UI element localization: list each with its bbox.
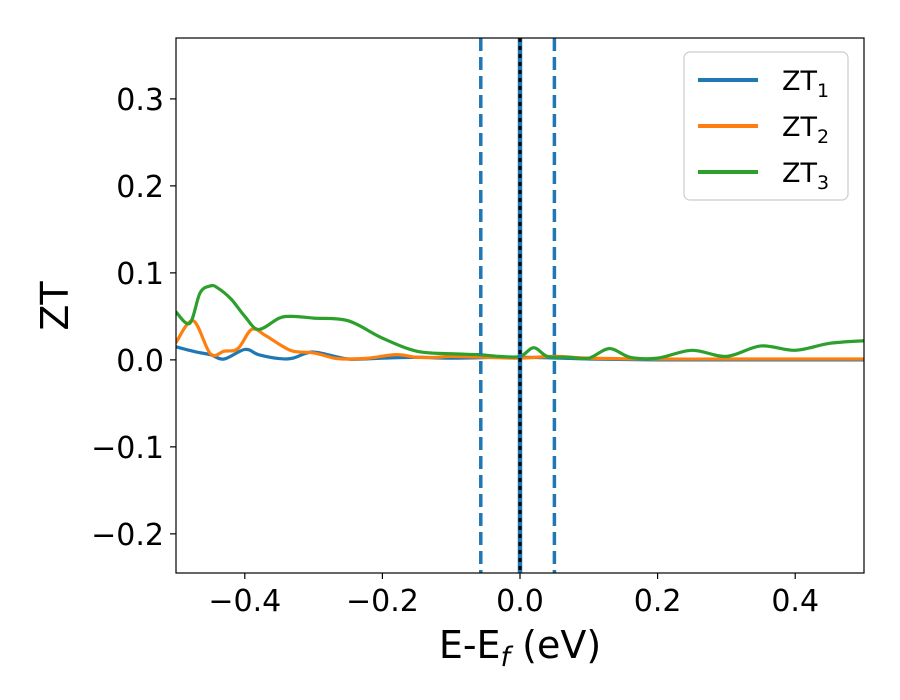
legend-label-3: ZT3 (782, 158, 829, 194)
x-tick-label: −0.4 (208, 584, 281, 619)
legend-label-1: ZT1 (782, 66, 829, 102)
y-tick-label: 0.3 (116, 83, 164, 118)
y-tick-label: 0.1 (116, 257, 164, 292)
axis-ticks: −0.4 −0.2 0.0 0.2 0.4 −0.2 −0.1 0.0 0.1 0.2 0.3 (91, 83, 819, 619)
vertical-reference-lines (479, 38, 557, 573)
series-line-3 (176, 283, 864, 361)
x-axis-title-main: E-E (439, 623, 501, 667)
x-tick-label: −0.2 (346, 584, 419, 619)
y-tick-label: −0.2 (91, 518, 164, 553)
x-axis-title: E-Ef (eV) (439, 623, 601, 673)
y-tick-label: 0.2 (116, 170, 164, 205)
series-line-2 (176, 319, 864, 361)
x-axis-title-unit: (eV) (510, 623, 601, 667)
x-tick-label: 0.4 (771, 584, 819, 619)
legend-box (683, 51, 849, 201)
y-tick-label: −0.1 (91, 431, 164, 466)
legend-label-2: ZT2 (782, 112, 829, 148)
y-axis-title: ZT (33, 281, 77, 331)
x-tick-label: 0.2 (634, 584, 682, 619)
x-tick-label: 0.0 (496, 584, 544, 619)
series-lines (176, 283, 864, 362)
legend: ZT1 ZT2 ZT3 (683, 51, 849, 201)
y-tick-label: 0.0 (116, 344, 164, 379)
